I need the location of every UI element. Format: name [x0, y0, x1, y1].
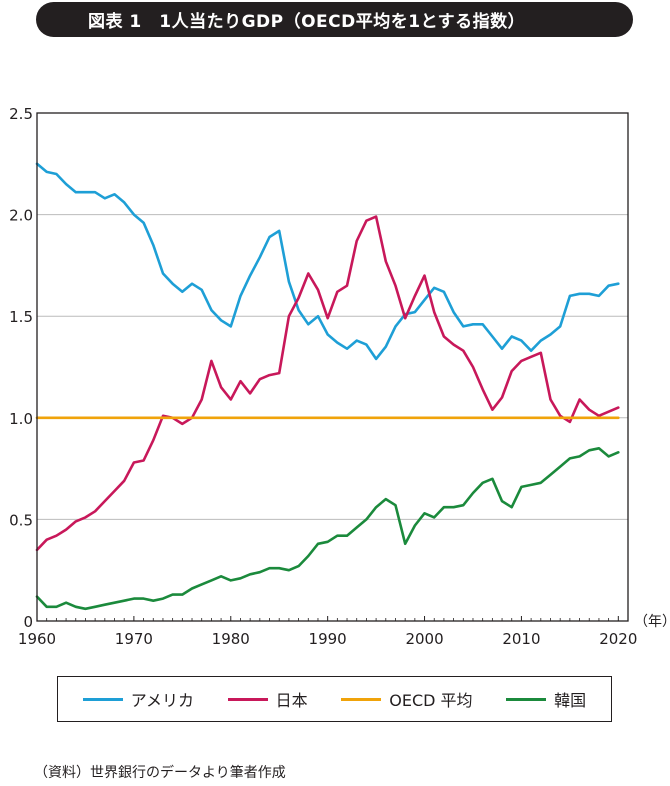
legend-item-korea: 韓国	[506, 687, 586, 711]
line-chart: 0 0.5 1.0 1.5 2.0 2.5 1960 1970 1980 1990 2000 2010…	[9, 105, 670, 648]
y-tick-label: 1.5	[9, 308, 33, 326]
y-tick-label: 0	[23, 613, 33, 631]
chart-title: 図表 1 1人当たりGDP（OECD平均を1とする指数）	[88, 12, 526, 32]
y-tick-label: 0.5	[9, 511, 33, 529]
legend: アメリカ 日本 OECD 平均 韓国	[57, 676, 612, 722]
x-tick-label: 1980	[212, 630, 250, 648]
legend-label: OECD 平均	[389, 691, 473, 710]
source-note: （資料）世界銀行のデータより筆者作成	[34, 765, 286, 781]
series-line-usa	[35, 162, 620, 361]
legend-item-japan: 日本	[227, 687, 308, 711]
legend-label: 日本	[275, 691, 308, 710]
x-tick-label: 1990	[309, 630, 347, 648]
y-tick-label: 2.5	[9, 105, 33, 123]
x-tick-label: 1960	[18, 630, 56, 648]
legend-swatch	[82, 697, 123, 701]
series-line-korea	[35, 446, 620, 611]
legend-swatch	[227, 697, 268, 701]
y-tick-label: 2.0	[9, 207, 33, 225]
chart-title-bar: 図表 1 1人当たりGDP（OECD平均を1とする指数）	[36, 2, 633, 37]
x-tick-label: 2020	[599, 630, 637, 648]
legend-swatch	[506, 697, 547, 701]
legend-label: アメリカ	[130, 691, 194, 710]
x-tick-label: 2010	[502, 630, 540, 648]
x-tick-label: 1970	[115, 630, 153, 648]
legend-label: 韓国	[554, 691, 587, 710]
x-tick-label: 2000	[405, 630, 443, 648]
legend-item-oecd: OECD 平均	[341, 687, 473, 711]
series-line-japan	[35, 215, 620, 552]
legend-item-usa: アメリカ	[82, 687, 194, 711]
plot-frame	[36, 112, 629, 622]
y-tick-label: 1.0	[9, 410, 33, 428]
x-unit-label: （年）	[634, 614, 670, 630]
legend-swatch	[341, 697, 382, 701]
